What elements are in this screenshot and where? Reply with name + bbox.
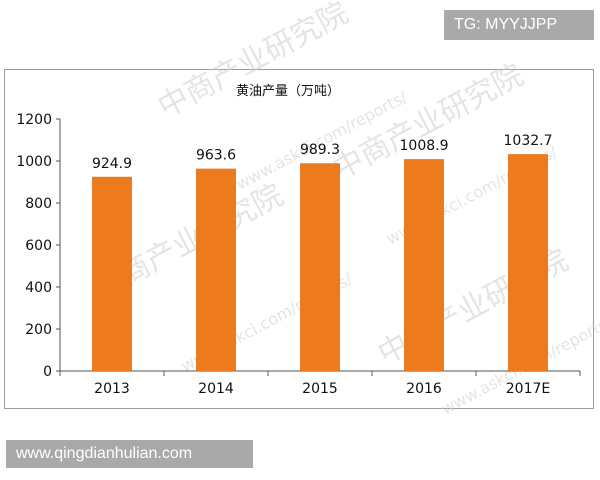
y-tick-label: 1200 <box>16 112 52 128</box>
x-tick-label: 2015 <box>302 381 338 397</box>
y-tick-label: 800 <box>25 196 52 212</box>
x-tick-label: 2017E <box>506 381 550 397</box>
y-tick-label: 200 <box>25 322 52 338</box>
data-label: 963.6 <box>196 148 236 164</box>
x-tick-label: 2014 <box>198 381 234 397</box>
data-label: 1008.9 <box>400 138 449 154</box>
axes: 0 200 400 600 800 1000 1200 <box>16 112 581 380</box>
data-label: 989.3 <box>300 142 340 158</box>
y-tick-label: 1000 <box>16 154 52 170</box>
bar <box>92 176 132 371</box>
channel-tag-badge: TG: MYYJJPP <box>444 10 594 40</box>
y-tick-label: 600 <box>25 238 52 254</box>
data-labels: 924.9 2013 963.6 2014 989.3 2015 1008.9 2016 103… <box>92 133 553 397</box>
watermark-text: 中商产业研究院 <box>152 0 354 125</box>
bar <box>404 159 444 371</box>
data-label: 924.9 <box>92 156 132 172</box>
bar <box>300 163 340 371</box>
bar <box>508 154 548 371</box>
website-url-badge: www.qingdianhulian.com <box>6 440 253 468</box>
x-tick-label: 2013 <box>94 381 130 397</box>
bar <box>196 168 236 371</box>
x-tick-label: 2016 <box>406 381 442 397</box>
y-tick-label: 0 <box>43 364 52 380</box>
data-label: 1032.7 <box>504 133 553 149</box>
y-tick-label: 400 <box>25 280 52 296</box>
bar-series <box>92 154 548 371</box>
legend-series-label: 黄油产量（万吨） <box>236 84 340 99</box>
